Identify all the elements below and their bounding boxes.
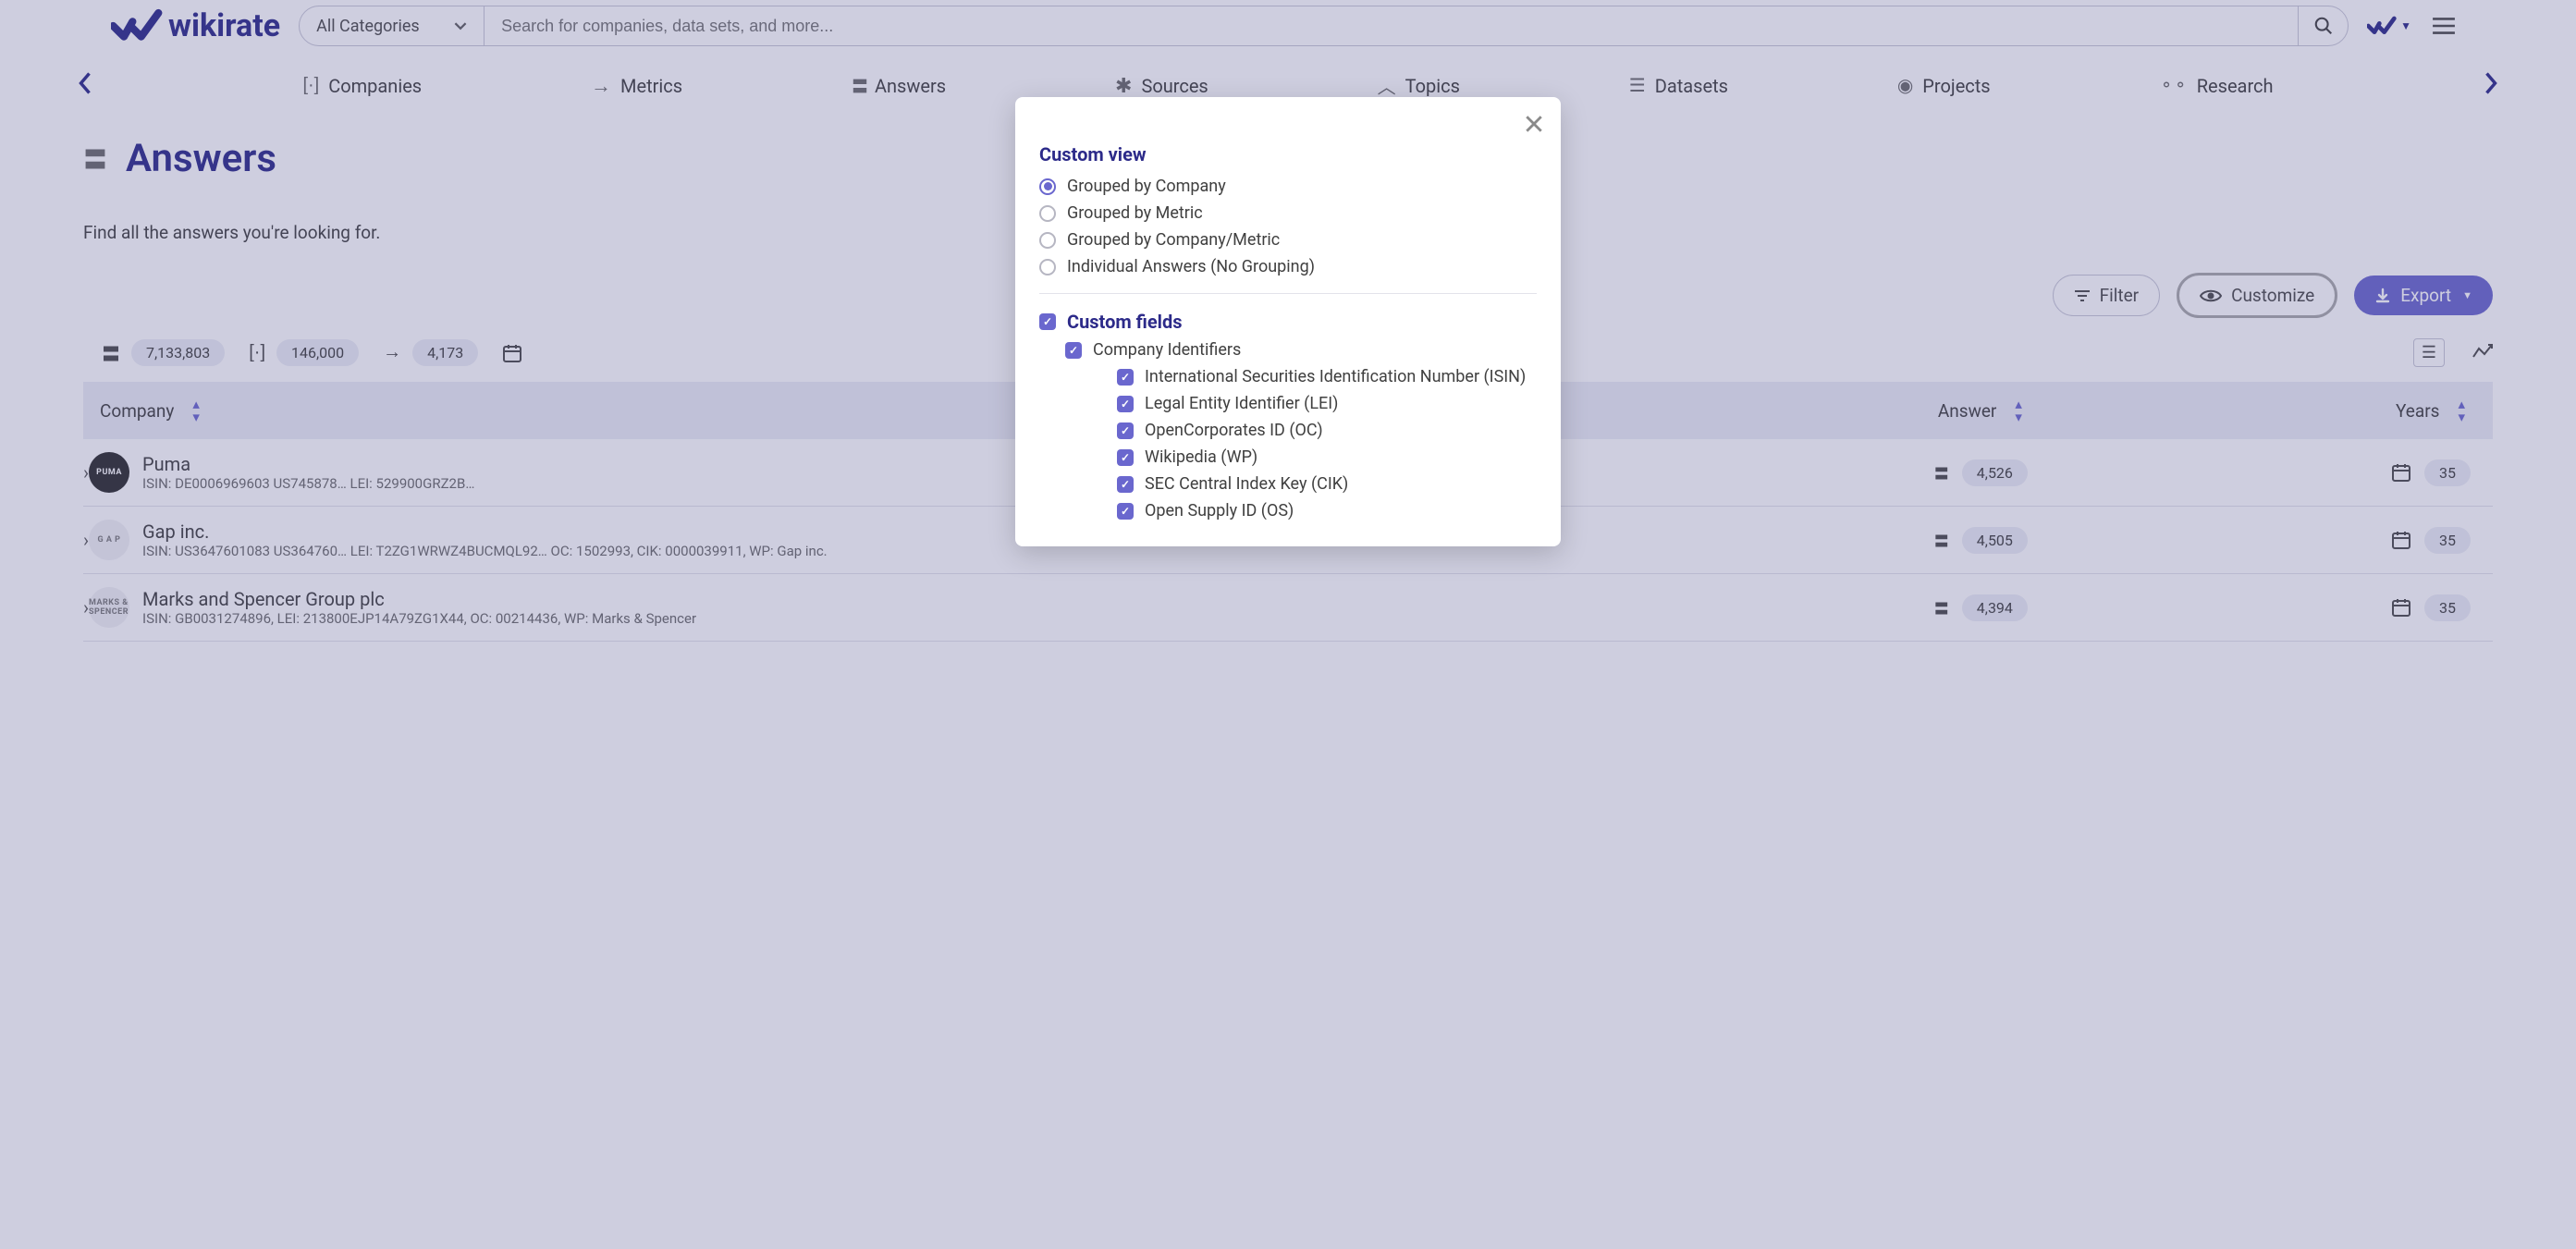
field-group-label: Company Identifiers — [1093, 340, 1241, 360]
radio-icon — [1039, 205, 1056, 222]
checkbox-checked-icon: ✓ — [1117, 369, 1134, 386]
custom-field-option[interactable]: ✓ Legal Entity Identifier (LEI) — [1039, 394, 1537, 413]
modal-close-button[interactable] — [1015, 97, 1561, 138]
field-label: SEC Central Index Key (CIK) — [1145, 474, 1348, 494]
custom-field-option[interactable]: ✓ International Securities Identificatio… — [1039, 367, 1537, 386]
checkbox-checked-icon: ✓ — [1117, 476, 1134, 493]
view-grouping-option[interactable]: Grouped by Company/Metric — [1039, 230, 1537, 250]
checkbox-checked-icon: ✓ — [1117, 503, 1134, 520]
radio-label: Grouped by Company — [1067, 177, 1226, 196]
view-grouping-option[interactable]: Individual Answers (No Grouping) — [1039, 257, 1537, 276]
radio-icon — [1039, 259, 1056, 276]
customize-modal: Custom view Grouped by Company Grouped b… — [1015, 97, 1561, 546]
field-label: Open Supply ID (OS) — [1145, 501, 1294, 520]
checkbox-checked-icon: ✓ — [1065, 342, 1082, 359]
custom-field-option[interactable]: ✓ Wikipedia (WP) — [1039, 447, 1537, 467]
field-label: Wikipedia (WP) — [1145, 447, 1257, 467]
view-grouping-option[interactable]: Grouped by Company — [1039, 177, 1537, 196]
field-group-company-identifiers[interactable]: ✓ Company Identifiers — [1039, 340, 1537, 360]
custom-field-option[interactable]: ✓ Open Supply ID (OS) — [1039, 501, 1537, 520]
view-grouping-option[interactable]: Grouped by Metric — [1039, 203, 1537, 223]
radio-icon — [1039, 232, 1056, 249]
radio-label: Grouped by Company/Metric — [1067, 230, 1280, 250]
custom-fields-toggle[interactable]: ✓ Custom fields — [1039, 311, 1537, 333]
radio-label: Individual Answers (No Grouping) — [1067, 257, 1315, 276]
radio-label: Grouped by Metric — [1067, 203, 1203, 223]
modal-section-title: Custom fields — [1067, 311, 1182, 333]
field-label: International Securities Identification … — [1145, 367, 1526, 386]
custom-field-option[interactable]: ✓ SEC Central Index Key (CIK) — [1039, 474, 1537, 494]
checkbox-checked-icon: ✓ — [1117, 396, 1134, 412]
close-icon — [1526, 116, 1542, 132]
field-label: OpenCorporates ID (OC) — [1145, 421, 1323, 440]
checkbox-checked-icon: ✓ — [1039, 313, 1056, 330]
field-label: Legal Entity Identifier (LEI) — [1145, 394, 1338, 413]
custom-field-option[interactable]: ✓ OpenCorporates ID (OC) — [1039, 421, 1537, 440]
checkbox-checked-icon: ✓ — [1117, 422, 1134, 439]
radio-icon — [1039, 178, 1056, 195]
modal-section-title: Custom view — [1039, 143, 1537, 165]
checkbox-checked-icon: ✓ — [1117, 449, 1134, 466]
